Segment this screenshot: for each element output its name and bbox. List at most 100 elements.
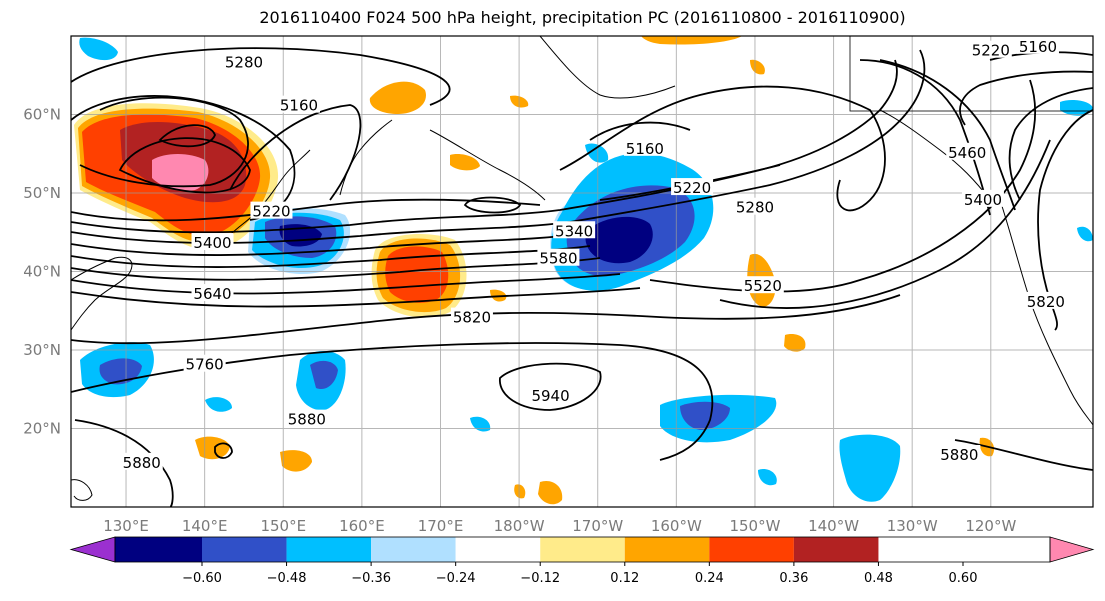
contour-line <box>71 294 901 345</box>
x-tick-label: 150°E <box>260 517 306 535</box>
x-tick-label: 170°W <box>572 517 623 535</box>
colorbar-segment <box>286 537 372 562</box>
colorbar: −0.60 −0.48 −0.36 −0.24 −0.12 0.12 0.24 0.36 0.4… <box>69 536 1095 586</box>
contour-label-bg <box>961 189 1004 207</box>
negative-anomaly-region <box>470 416 491 432</box>
contour-label: 5820 <box>1027 293 1065 311</box>
contour-line <box>954 439 1093 471</box>
colorbar-tick-label: 0.36 <box>779 571 808 586</box>
positive-anomaly-region <box>538 480 563 505</box>
contour-label-bg <box>183 354 226 372</box>
colorbar-segment <box>455 537 541 562</box>
negative-anomaly-region <box>79 37 118 61</box>
positive-anomaly-region <box>385 246 449 303</box>
contour-label: 5160 <box>1019 38 1057 56</box>
contour-label-bg <box>277 95 320 113</box>
negative-anomaly-region <box>585 143 609 163</box>
longitude-tick-labels: 130°E 140°E 150°E 160°E 170°E 180°W 170°W 160°W… <box>103 517 1016 535</box>
border-lines <box>849 36 1093 112</box>
colorbar-tick-label: 0.24 <box>695 571 724 586</box>
colorbar-tick-label: 0.12 <box>610 571 639 586</box>
contour-label: 5220 <box>252 203 290 221</box>
y-tick-label: 30°N <box>23 341 61 359</box>
y-tick-label: 20°N <box>23 420 61 438</box>
positive-anomaly-region <box>514 484 526 499</box>
positive-anomaly-region <box>369 81 426 114</box>
x-tick-label: 130°E <box>103 517 149 535</box>
colorbar-segment <box>540 537 625 562</box>
coastline <box>539 36 676 99</box>
contour-label-bg <box>946 142 989 160</box>
contour-line <box>559 85 886 212</box>
contour-label-bg <box>1016 36 1059 54</box>
negative-anomaly-region <box>680 401 730 430</box>
x-tick-label: 160°E <box>339 517 385 535</box>
x-tick-label: 170°E <box>418 517 464 535</box>
contour-line <box>463 196 522 214</box>
negative-anomaly-region <box>1060 100 1093 116</box>
colorbar-tick-label: −0.24 <box>436 571 476 586</box>
contour-line <box>71 59 898 234</box>
chart-title: 2016110400 F024 500 hPa height, precipit… <box>259 8 906 27</box>
coastline <box>879 109 991 201</box>
contour-label: 5520 <box>744 277 782 295</box>
contour-label-bg <box>450 307 493 325</box>
colorbar-tick-label: −0.60 <box>182 571 222 586</box>
coastline <box>71 479 93 501</box>
contour-label: 5880 <box>288 411 326 429</box>
colorbar-segment <box>709 537 794 562</box>
colorbar-tick-label: 0.60 <box>949 571 978 586</box>
contour-label: 5280 <box>736 199 774 217</box>
colorbar-extend-high <box>1049 536 1095 563</box>
contour-label-bg <box>1024 291 1067 309</box>
colorbar-segment <box>202 537 287 562</box>
map-frame <box>70 35 1094 508</box>
colorbar-tick-label: 0.48 <box>864 571 893 586</box>
x-tick-label: 140°W <box>808 517 859 535</box>
contour-label-bg <box>250 201 293 219</box>
contour-label-bg <box>222 52 265 70</box>
contour-label-bg <box>671 178 714 196</box>
contour-label-bg <box>120 452 163 470</box>
contour-line <box>71 342 714 461</box>
contour-line <box>1037 109 1093 331</box>
contour-label: 5760 <box>186 356 224 374</box>
contour-line <box>71 198 541 222</box>
x-tick-label: 120°W <box>965 517 1016 535</box>
x-tick-label: 160°W <box>651 517 702 535</box>
contour-line <box>71 47 451 106</box>
contour-label-bg <box>553 221 596 239</box>
contour-line <box>499 362 602 411</box>
contour-line <box>229 104 362 201</box>
contour-label-bg <box>938 444 981 462</box>
contour-label: 5220 <box>673 179 711 197</box>
positive-anomaly-region <box>750 59 765 75</box>
contour-label: 5460 <box>948 144 986 162</box>
y-tick-label: 40°N <box>23 263 61 281</box>
contour-line <box>118 137 251 194</box>
contour-line <box>71 233 581 256</box>
coastline <box>71 256 133 331</box>
contour-label-bg <box>733 197 776 215</box>
contour-label: 5280 <box>225 53 263 71</box>
contour-label: 5880 <box>123 454 161 472</box>
positive-anomaly-region <box>450 154 480 171</box>
contour-line <box>158 124 216 148</box>
contour-label-bg <box>529 386 572 404</box>
negative-anomaly-region <box>205 397 232 412</box>
negative-anomaly-region <box>758 468 777 486</box>
contour-label: 5340 <box>555 222 593 240</box>
contour-label-bg <box>191 233 234 251</box>
contour-label: 5640 <box>193 285 231 303</box>
x-tick-label: 150°W <box>729 517 780 535</box>
contour-line <box>1008 87 1093 201</box>
contour-label-bg <box>969 40 1012 58</box>
contour-label: 5160 <box>280 97 318 115</box>
x-tick-label: 130°W <box>887 517 938 535</box>
contour-line <box>879 59 1016 211</box>
negative-anomaly-region <box>1077 226 1093 242</box>
contour-label-bg <box>623 138 666 156</box>
contour-line <box>74 419 174 507</box>
contour-label: 5820 <box>453 309 491 327</box>
